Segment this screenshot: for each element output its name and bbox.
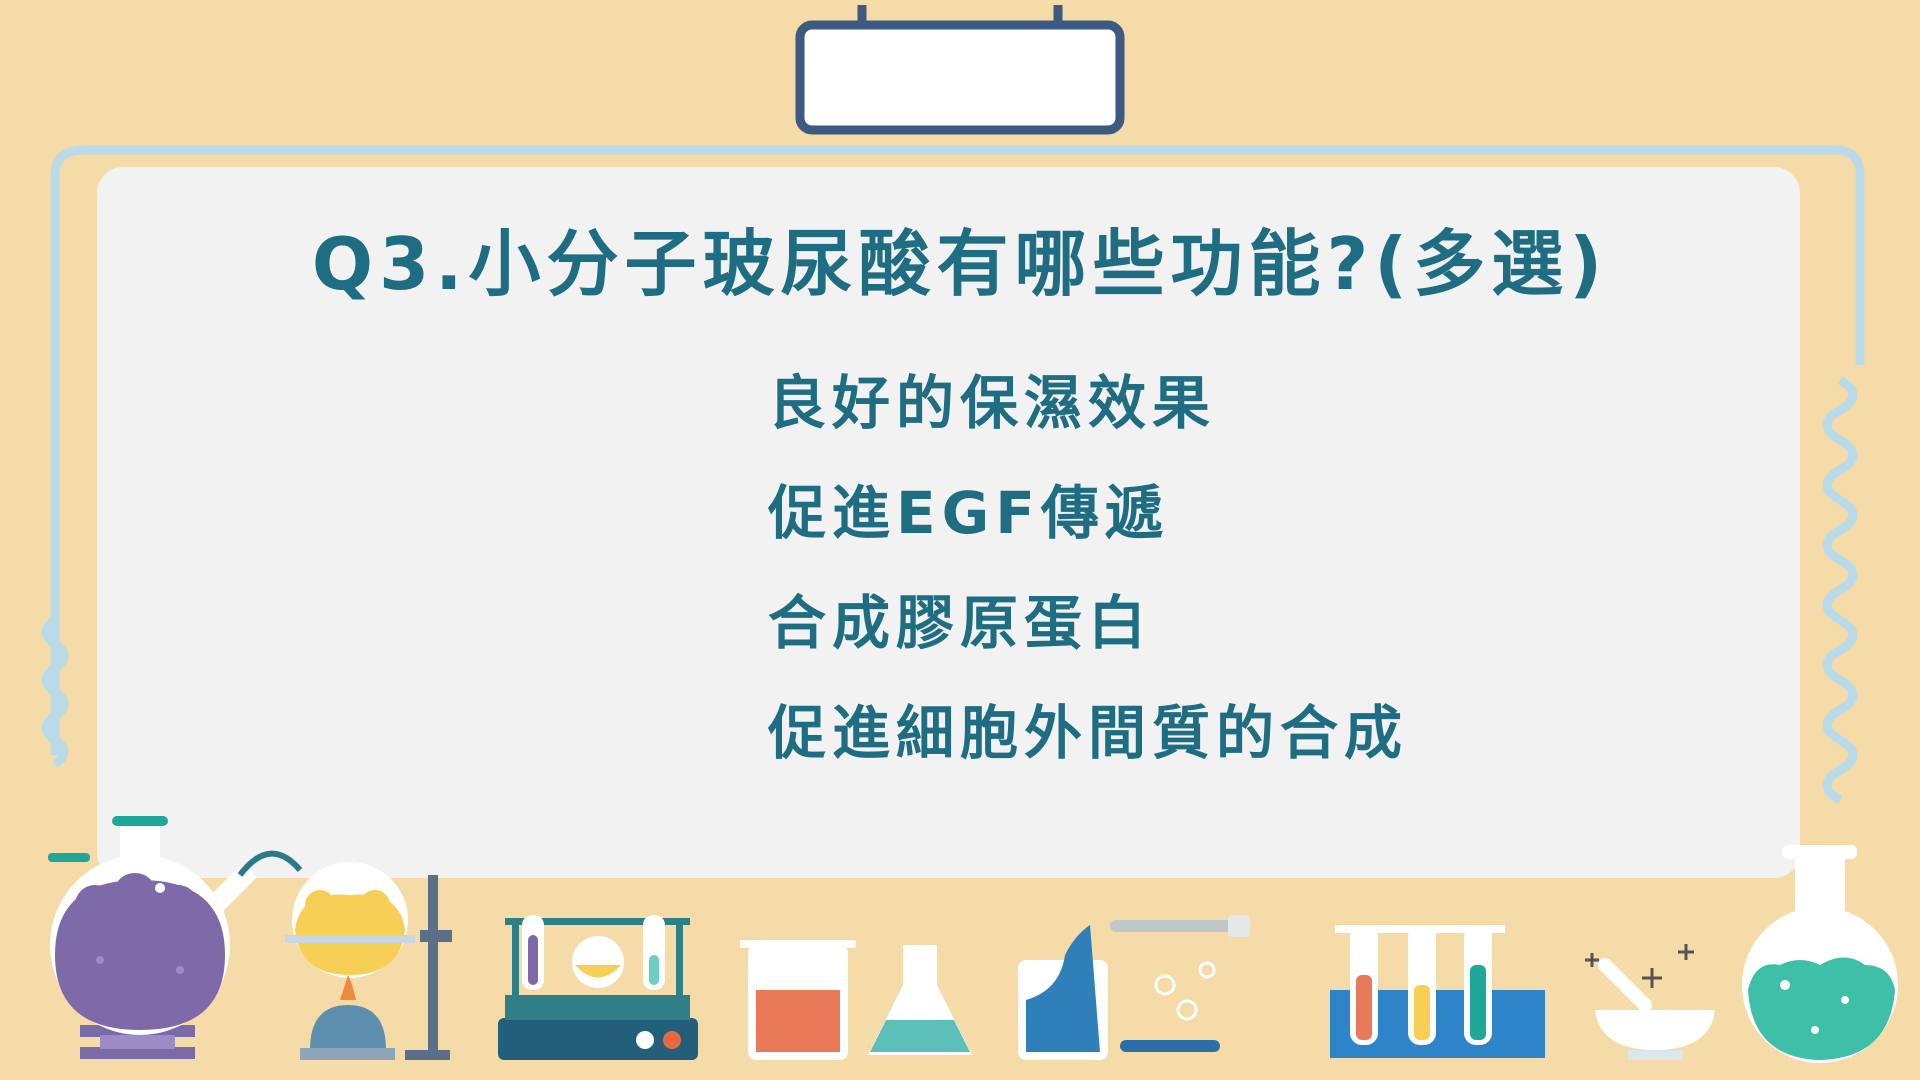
- mortar-pestle-icon: [1585, 944, 1715, 1060]
- blue-wire-frame: [50, 145, 1865, 755]
- purple-flask-icon: [48, 816, 303, 1059]
- option-3[interactable]: 合成膠原蛋白: [768, 589, 1153, 657]
- answer-options: 良好的保濕效果 促進EGF傳遞 合成膠原蛋白 促進細胞外間質的合成: [768, 348, 1408, 788]
- orange-beaker-icon: [740, 940, 856, 1060]
- option-1[interactable]: 良好的保濕效果: [768, 369, 1217, 437]
- burner-flask-icon: [285, 862, 452, 1060]
- colored-test-tubes-icon: [1330, 925, 1545, 1058]
- right-wire-coil: [1822, 376, 1858, 804]
- option-4[interactable]: 促進細胞外間質的合成: [768, 699, 1409, 767]
- hanging-sign: [795, 20, 1125, 135]
- teal-round-flask-icon: [1742, 845, 1898, 1063]
- conical-flask-icon: [868, 945, 972, 1055]
- option-2[interactable]: 促進EGF傳遞: [768, 479, 1169, 547]
- blue-beaker-dropper-icon: [1018, 915, 1250, 1060]
- left-wire-coil: [41, 616, 69, 768]
- test-tube-rack-icon: [498, 915, 698, 1060]
- whiteboard: [97, 167, 1800, 878]
- question-title: Q3.小分子玻尿酸有哪些功能?(多選): [311, 222, 1609, 306]
